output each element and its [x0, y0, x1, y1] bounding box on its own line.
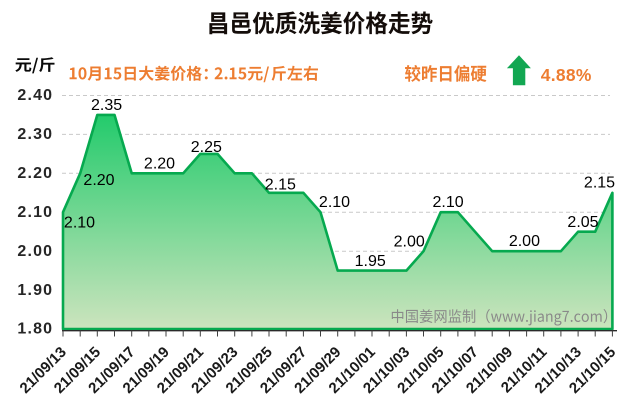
svg-text:2.10: 2.10 — [433, 194, 464, 211]
svg-text:2.40: 2.40 — [17, 87, 53, 104]
svg-text:1.80: 1.80 — [17, 321, 53, 338]
svg-text:2.10: 2.10 — [17, 204, 53, 221]
svg-text:2.15: 2.15 — [265, 177, 296, 194]
svg-text:2.20: 2.20 — [144, 156, 175, 173]
svg-text:4.88%: 4.88% — [541, 65, 592, 85]
svg-text:2.05: 2.05 — [567, 214, 598, 231]
svg-text:2.30: 2.30 — [17, 126, 53, 143]
svg-text:2.00: 2.00 — [17, 243, 53, 260]
svg-text:2.35: 2.35 — [91, 97, 122, 114]
svg-text:2.00: 2.00 — [394, 233, 425, 250]
svg-text:2.20: 2.20 — [17, 165, 53, 182]
svg-text:2.10: 2.10 — [319, 194, 350, 211]
svg-text:1.90: 1.90 — [17, 282, 53, 299]
svg-text:1.95: 1.95 — [355, 253, 386, 270]
svg-text:2.15: 2.15 — [584, 174, 615, 191]
svg-text:2.10: 2.10 — [64, 214, 95, 231]
svg-text:2.20: 2.20 — [83, 172, 114, 189]
svg-text:2.25: 2.25 — [191, 139, 222, 156]
svg-text:2.00: 2.00 — [509, 233, 540, 250]
